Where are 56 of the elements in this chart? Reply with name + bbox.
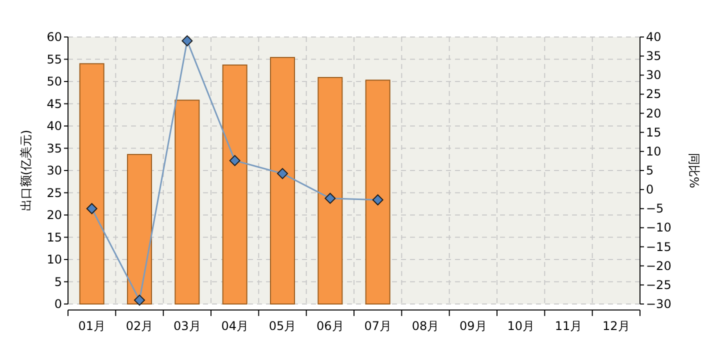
bar <box>127 154 152 304</box>
x-tick-label: 01月 <box>78 319 106 333</box>
y2-tick-label: 25 <box>646 87 662 102</box>
y2-tick-label: 5 <box>646 164 654 178</box>
bar <box>270 56 295 304</box>
x-tick-label: 02月 <box>126 319 154 333</box>
x-tick-label: 10月 <box>507 319 534 333</box>
x-tick-label: 03月 <box>174 319 201 333</box>
y-tick-label: 45 <box>46 96 62 111</box>
x-tick-label: 09月 <box>460 319 487 333</box>
y2-tick-label: 10 <box>646 144 662 158</box>
y2-tick-label: 40 <box>646 30 662 44</box>
x-tick-label: 06月 <box>316 319 344 333</box>
point <box>324 192 336 204</box>
y-tick-label: 0 <box>54 297 62 311</box>
point <box>229 155 240 166</box>
x-tick-label: 12月 <box>602 319 630 333</box>
bar <box>222 64 248 304</box>
point <box>372 194 384 206</box>
bar <box>365 80 390 304</box>
bar <box>174 100 200 304</box>
point <box>182 35 193 46</box>
x-tick-label: 07月 <box>364 319 392 333</box>
y-tick-label: 10 <box>46 252 62 266</box>
y2-tick-label: 20 <box>646 106 662 120</box>
y-tick-label: 35 <box>46 141 62 156</box>
point <box>277 168 288 180</box>
point <box>86 203 98 214</box>
y-tick-label: 40 <box>46 119 62 133</box>
y2-axis-title: 同比% <box>687 152 701 188</box>
y2-tick-label: −10 <box>646 220 672 235</box>
y2-tick-label: −15 <box>646 240 672 254</box>
y-tick-label: 55 <box>46 52 62 66</box>
y-tick-label: 20 <box>46 208 62 222</box>
y2-tick-label: −20 <box>646 258 672 273</box>
y2-tick-label: 15 <box>646 125 662 140</box>
y-tick-label: 60 <box>46 30 62 44</box>
y-tick-label: 15 <box>46 230 62 244</box>
y-tick-label: 5 <box>54 274 62 289</box>
y-tick-label: 25 <box>46 186 62 200</box>
y-axis-title: 出口额(亿美元) <box>19 130 33 212</box>
y2-tick-label: 35 <box>646 49 662 64</box>
x-tick-label: 08月 <box>412 319 440 333</box>
y-tick-label: 50 <box>46 74 62 88</box>
y2-tick-label: −30 <box>646 297 672 311</box>
y2-tick-label: −5 <box>646 202 664 216</box>
bar <box>79 63 104 304</box>
x-tick-label: 11月 <box>554 319 582 333</box>
y2-tick-label: 0 <box>646 182 654 197</box>
x-tick-label: 04月 <box>221 319 248 333</box>
y-tick-label: 30 <box>46 164 62 178</box>
x-tick-label: 05月 <box>268 319 296 333</box>
y2-tick-label: −25 <box>646 278 672 292</box>
point <box>134 294 145 306</box>
bar <box>318 76 343 304</box>
y2-tick-label: 30 <box>646 68 662 82</box>
